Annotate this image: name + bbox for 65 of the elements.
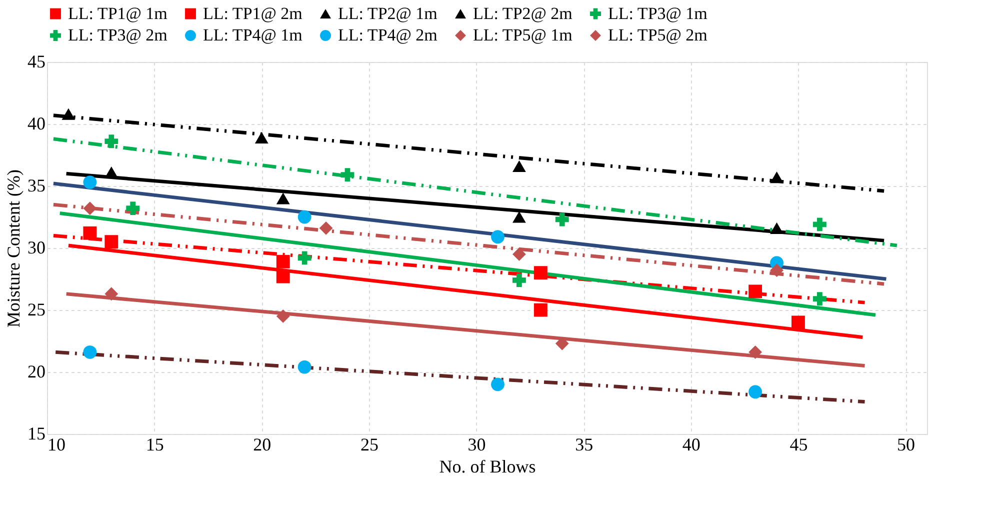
point [276, 309, 290, 323]
y-tick-label: 45 [28, 52, 46, 72]
x-tick-label: 45 [790, 434, 808, 454]
point [104, 287, 118, 301]
x-tick-label: 20 [253, 434, 272, 454]
y-tick-label: 20 [28, 362, 46, 382]
x-tick-label: 35 [575, 434, 594, 454]
point [298, 210, 312, 224]
point [748, 385, 762, 399]
y-tick-label: 35 [28, 176, 46, 196]
point [62, 108, 76, 120]
x-tick-label: 25 [360, 434, 378, 454]
point [319, 221, 333, 235]
legend-label: LL: TP2@ 1m [338, 4, 438, 23]
x-tick-label: 10 [48, 434, 66, 454]
legend-label: LL: TP1@ 2m [203, 4, 302, 23]
point [340, 168, 354, 182]
point [512, 274, 526, 287]
point [491, 378, 504, 392]
legend-label: LL: TP5@ 2m [608, 26, 708, 44]
x-tick-label: 30 [468, 434, 486, 454]
point [812, 292, 826, 306]
point [512, 211, 526, 223]
point [770, 264, 784, 278]
y-tick-label: 25 [28, 300, 46, 320]
point [276, 192, 290, 204]
point [555, 212, 569, 226]
legend-label: LL: TP1@ 1m [68, 4, 168, 23]
point [770, 172, 784, 184]
point [83, 176, 97, 189]
point [534, 303, 548, 317]
point [83, 202, 97, 216]
y-tick-label: 40 [28, 114, 46, 134]
x-axis-title: No. of Blows [439, 456, 536, 476]
x-tick-label: 50 [897, 434, 916, 454]
point [812, 218, 826, 232]
x-tick-label: 15 [146, 434, 164, 454]
y-tick-label: 30 [28, 238, 46, 258]
point [104, 134, 118, 148]
y-axis-title: Moisture Content (%) [4, 170, 24, 328]
point [254, 132, 268, 144]
point [83, 345, 97, 359]
point [748, 345, 762, 359]
legend-label: LL: TP3@ 1m [608, 4, 708, 23]
point [276, 254, 290, 268]
point [770, 222, 784, 234]
point [512, 160, 526, 172]
point [512, 247, 526, 261]
point [276, 270, 290, 284]
point [126, 202, 140, 216]
point [555, 336, 569, 350]
point [298, 251, 312, 265]
point [83, 226, 97, 240]
legend-label: LL: TP5@ 1m [473, 26, 572, 44]
point [534, 266, 548, 280]
point [298, 360, 312, 374]
legend-label: LL: TP4@ 1m [203, 26, 302, 44]
legend-label: LL: TP4@ 2m [338, 26, 438, 44]
legend-label: LL: TP2@ 2m [473, 4, 572, 23]
legend-label: LL: TP3@ 2m [68, 26, 168, 44]
x-tick-label: 40 [682, 434, 700, 454]
point [104, 235, 118, 249]
point [792, 316, 805, 330]
point [748, 284, 762, 298]
point [491, 230, 504, 244]
